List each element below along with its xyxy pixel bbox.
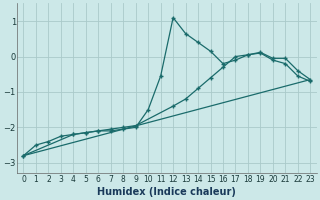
X-axis label: Humidex (Indice chaleur): Humidex (Indice chaleur) bbox=[98, 187, 236, 197]
